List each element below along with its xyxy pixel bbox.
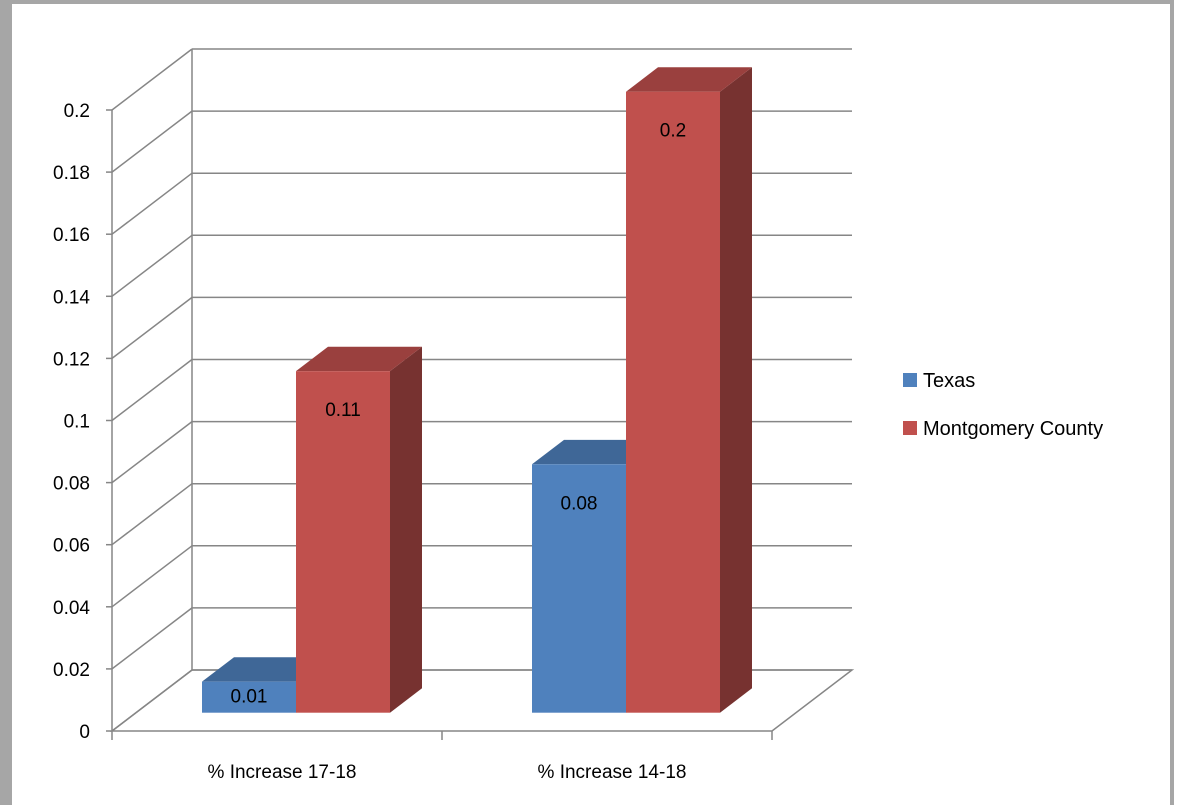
bars: 0.01 0.11 0.08 0.2 <box>202 67 752 713</box>
legend: Texas Montgomery County <box>903 370 1103 440</box>
side-gridline <box>111 421 193 484</box>
side-gridline <box>111 358 193 422</box>
y-tick-label: 0.06 <box>53 536 90 557</box>
data-label: 0.08 <box>561 493 598 514</box>
x-category-label: % Increase 14-18 <box>538 762 687 783</box>
bar-front-face <box>626 91 720 713</box>
x-axis: % Increase 17-18 % Increase 14-18 <box>111 731 773 783</box>
y-tick-label: 0.02 <box>53 660 90 681</box>
side-gridline <box>111 110 193 173</box>
legend-item-texas: Texas <box>903 370 975 392</box>
side-gridline <box>111 483 193 546</box>
legend-item-montgomery-county: Montgomery County <box>903 418 1103 440</box>
y-tick-label: 0.08 <box>53 474 90 495</box>
y-tick-label: 0.04 <box>53 598 90 619</box>
bar-montgomery-county-2: 0.2 <box>626 67 752 713</box>
bar-front-face <box>296 371 390 713</box>
data-label: 0.11 <box>325 400 361 421</box>
side-gridline <box>111 296 193 359</box>
bar-side-face <box>390 346 422 713</box>
y-tick-label: 0.12 <box>53 349 90 370</box>
bar-top-face <box>296 346 422 372</box>
floor-outline <box>109 669 855 732</box>
side-gridline <box>111 172 193 235</box>
bar-side-face <box>720 67 752 713</box>
side-gridline <box>111 607 193 670</box>
bar-montgomery-county-1: 0.11 <box>296 346 422 713</box>
data-label: 0.01 <box>231 687 268 708</box>
side-gridline <box>111 234 193 297</box>
legend-label: Montgomery County <box>923 418 1103 440</box>
side-gridline <box>111 545 193 608</box>
bar-front-face <box>532 464 626 713</box>
y-axis-ticks: 0 0.02 0.04 0.06 0.08 0.1 0.12 0.14 0.16 0.18 0.2 <box>53 101 112 743</box>
side-gridline <box>111 48 193 111</box>
y-tick-label: 0.2 <box>64 101 90 122</box>
y-tick-label: 0.18 <box>53 163 90 184</box>
legend-swatch <box>903 373 917 387</box>
legend-label: Texas <box>923 370 975 392</box>
chart-floor <box>109 669 855 732</box>
bar-front-face <box>202 681 296 713</box>
bar-top-face <box>626 67 752 92</box>
y-tick-label: 0.14 <box>53 287 90 308</box>
y-tick-label: 0 <box>79 722 90 743</box>
y-tick-label: 0.16 <box>53 225 90 246</box>
x-category-label: % Increase 17-18 <box>208 762 357 783</box>
legend-swatch <box>903 421 917 435</box>
data-label: 0.2 <box>660 121 686 142</box>
y-tick-label: 0.1 <box>64 412 90 433</box>
